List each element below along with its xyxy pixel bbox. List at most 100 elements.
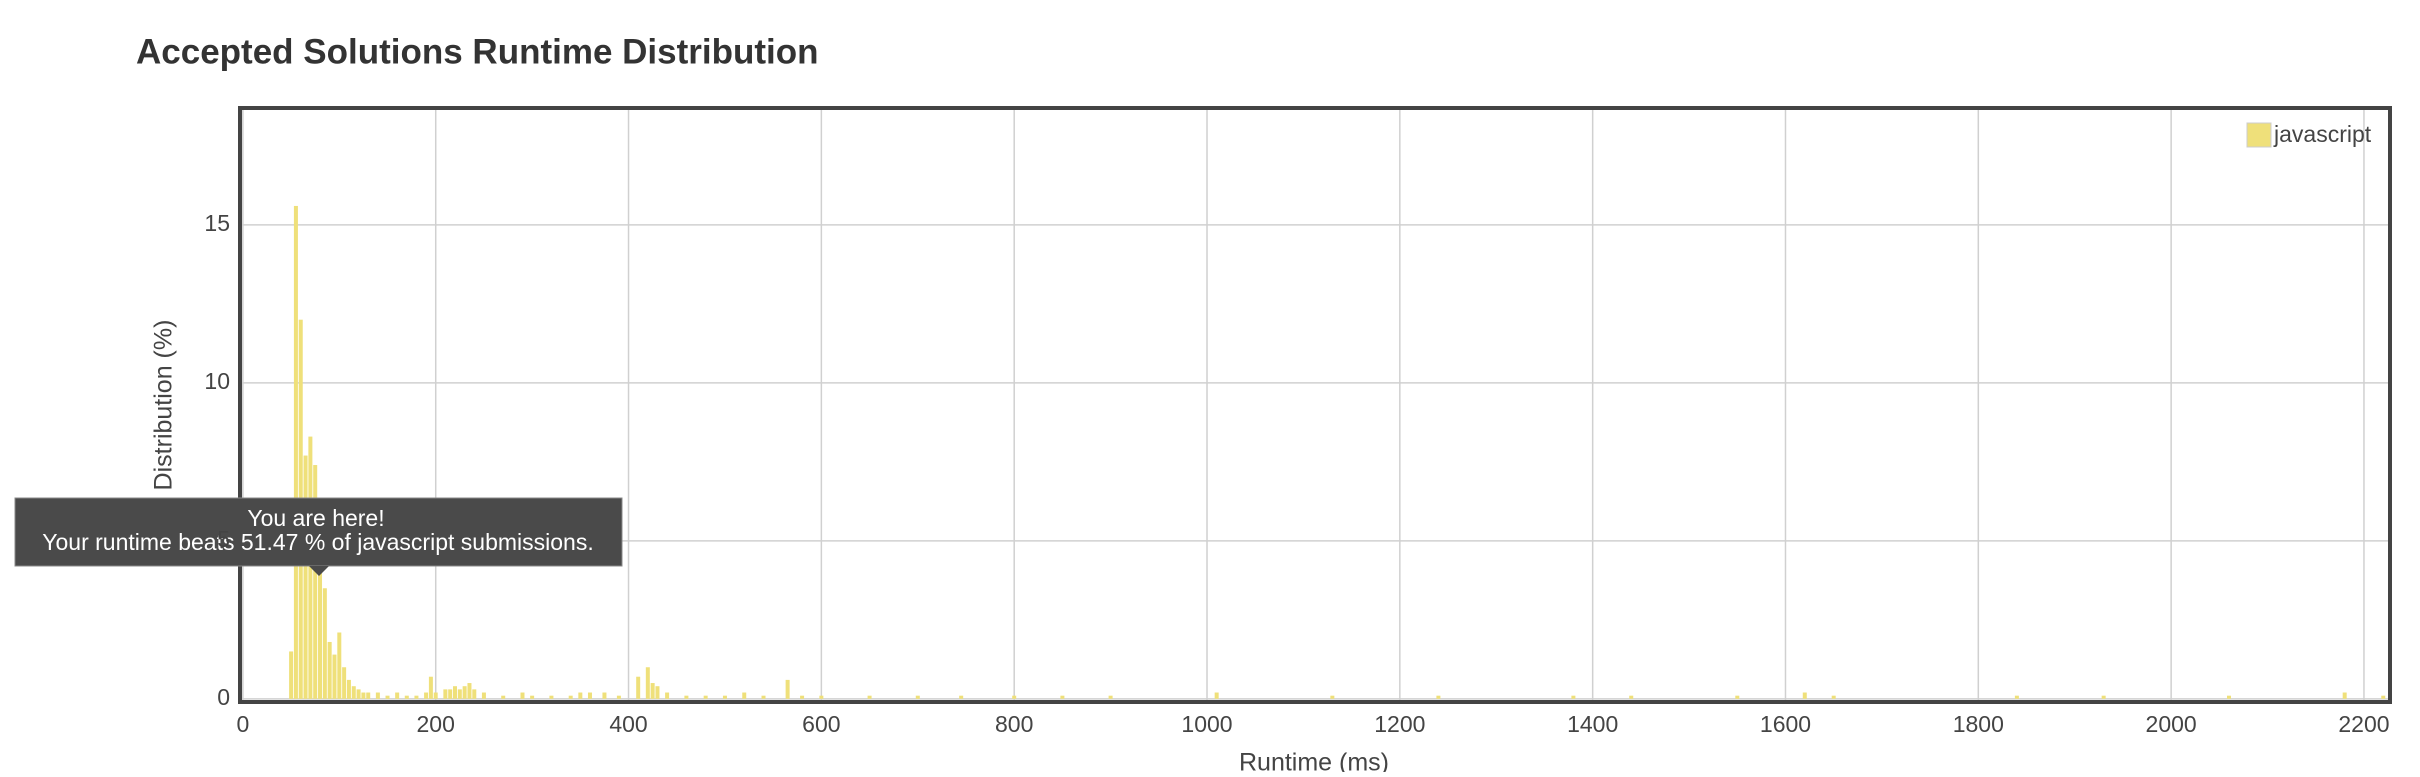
bar xyxy=(332,654,337,699)
bar xyxy=(2381,695,2386,699)
bar xyxy=(313,465,318,699)
bar xyxy=(462,686,467,699)
bar xyxy=(2342,692,2347,699)
bar xyxy=(616,695,621,699)
bar xyxy=(1214,692,1219,699)
bar xyxy=(467,683,472,699)
bar xyxy=(404,695,409,699)
bar xyxy=(800,695,805,699)
legend: javascript xyxy=(2246,121,2372,148)
bar xyxy=(1108,695,1113,699)
bar xyxy=(1735,695,1740,699)
bar xyxy=(819,695,824,699)
bar xyxy=(481,692,486,699)
y-tick-label: 5 xyxy=(217,526,230,552)
bar xyxy=(351,686,356,699)
bar xyxy=(322,588,327,699)
y-tick-label: 10 xyxy=(204,368,230,394)
bar xyxy=(665,692,670,699)
bar xyxy=(2101,695,2106,699)
bars xyxy=(289,205,2386,699)
bar xyxy=(568,695,573,699)
bar xyxy=(428,676,433,699)
bar xyxy=(742,692,747,699)
grid xyxy=(240,108,2390,702)
bar xyxy=(361,692,366,699)
bar xyxy=(959,695,964,699)
x-tick-label: 1400 xyxy=(1567,711,1618,737)
bar xyxy=(602,692,607,699)
y-tick-label: 0 xyxy=(217,684,230,710)
bar xyxy=(366,692,371,699)
bar xyxy=(472,689,477,699)
tooltip-arrow xyxy=(309,566,329,576)
bar xyxy=(453,686,457,699)
x-tick-label: 1000 xyxy=(1181,711,1232,737)
bar xyxy=(578,692,583,699)
bar xyxy=(520,692,525,699)
bar xyxy=(1571,695,1576,699)
x-tick-label: 800 xyxy=(995,711,1033,737)
x-tick-label: 2200 xyxy=(2338,711,2389,737)
y-axis-label: Distribution (%) xyxy=(150,320,178,491)
bar xyxy=(308,436,313,699)
bar xyxy=(587,692,592,699)
chart-title: Accepted Solutions Runtime Distribution xyxy=(136,32,819,71)
bar xyxy=(530,695,535,699)
bar xyxy=(645,667,650,699)
bar xyxy=(289,651,294,699)
bar xyxy=(655,686,660,699)
bar xyxy=(1802,692,1807,699)
x-tick-label: 2000 xyxy=(2146,711,2197,737)
bar xyxy=(785,679,790,699)
bar xyxy=(2014,695,2019,699)
bar xyxy=(684,695,689,699)
x-tick-label: 0 xyxy=(236,711,249,737)
x-axis-label: Runtime (ms) xyxy=(1239,749,1389,772)
bar xyxy=(501,695,506,699)
bar xyxy=(867,695,872,699)
bar xyxy=(1060,695,1065,699)
bar xyxy=(337,632,342,699)
x-tick-label: 1200 xyxy=(1374,711,1425,737)
bar xyxy=(414,695,419,699)
bar xyxy=(433,692,438,699)
bar xyxy=(915,695,920,699)
bar xyxy=(385,695,390,699)
bar xyxy=(448,689,453,699)
x-tick-label: 1600 xyxy=(1760,711,1811,737)
x-tick-label: 600 xyxy=(802,711,840,737)
bar xyxy=(395,692,400,699)
bar xyxy=(761,695,766,699)
bar xyxy=(327,641,332,699)
bar xyxy=(1831,695,1836,699)
plot-border xyxy=(238,106,2392,704)
bar xyxy=(650,683,655,699)
x-tick-label: 200 xyxy=(417,711,455,737)
bar xyxy=(1330,695,1335,699)
bar xyxy=(342,667,347,699)
tooltip-line: Your runtime beats 51.47 % of javascript… xyxy=(42,529,593,555)
tooltip-line: You are here! xyxy=(247,505,384,531)
bar xyxy=(375,692,380,699)
bar xyxy=(549,695,554,699)
bar xyxy=(636,676,641,699)
bar xyxy=(424,692,429,699)
bar xyxy=(1012,695,1017,699)
bar xyxy=(356,689,361,699)
bar xyxy=(346,679,351,699)
legend-label: javascript xyxy=(2273,121,2372,147)
y-tick-label: 15 xyxy=(204,210,230,236)
x-tick-label: 1800 xyxy=(1953,711,2004,737)
bar xyxy=(293,205,298,699)
legend-swatch xyxy=(2246,122,2272,148)
bar xyxy=(443,689,448,699)
tooltip-box xyxy=(14,497,623,567)
bar xyxy=(722,695,727,699)
bar xyxy=(703,695,708,699)
x-tick-label: 400 xyxy=(609,711,647,737)
bar xyxy=(457,689,462,699)
bar xyxy=(1436,695,1441,699)
